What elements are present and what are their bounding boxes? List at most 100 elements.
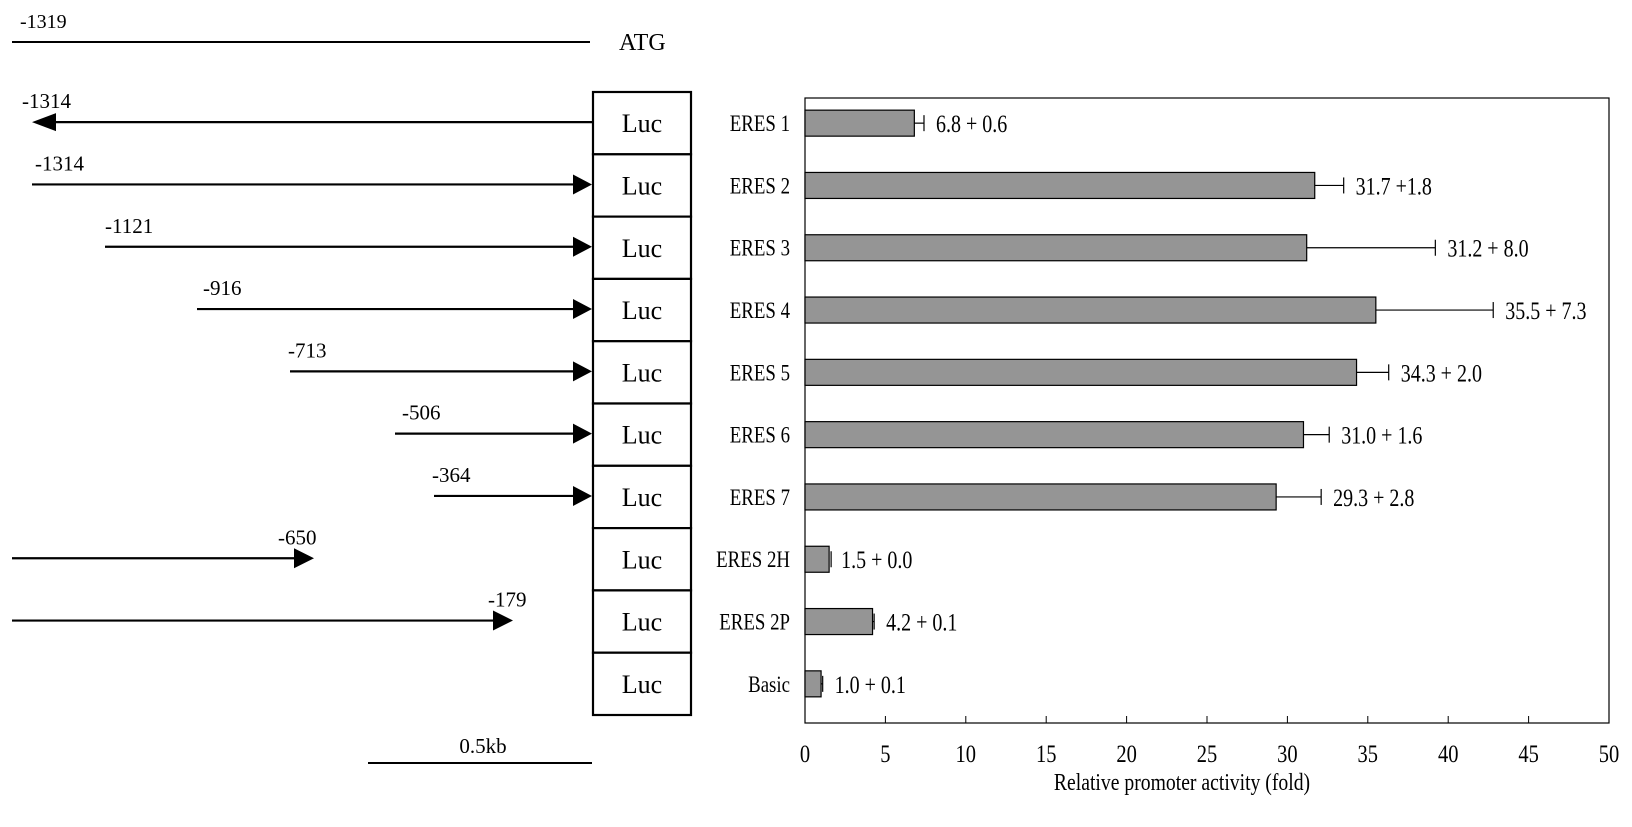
x-tick-label: 35 [1358, 740, 1378, 767]
category-label: ERES 7 [730, 484, 790, 510]
arrowhead-right [573, 299, 592, 320]
luc-label: Luc [622, 421, 662, 450]
arrowhead-right [573, 423, 592, 444]
data-label: 1.5 + 0.0 [841, 546, 912, 574]
x-tick-label: 50 [1599, 740, 1619, 767]
position-label: -1314 [35, 151, 84, 175]
construct-eres-2p: Luc -179 [12, 588, 693, 654]
luc-box [591, 402, 693, 467]
bar-group-eres-2: ERES 2 31.7 +1.8 [730, 171, 1432, 200]
construct-eres-2: Luc -1314 [32, 151, 693, 218]
luc-label: Luc [622, 358, 662, 387]
construct-eres-2h: Luc -650 [12, 525, 693, 592]
construct-eres-3: Luc -1121 [105, 214, 693, 281]
luc-box [591, 464, 693, 530]
x-tick-label: 0 [800, 740, 810, 767]
luc-box [591, 215, 693, 281]
position-label: -650 [278, 525, 317, 549]
bar [804, 670, 822, 698]
luc-label: Luc [622, 608, 662, 637]
bar-group-eres-3: ERES 3 31.2 + 8.0 [730, 234, 1529, 263]
x-axis: 0 5 10 15 20 25 30 35 40 45 50 [800, 716, 1619, 767]
x-tick-label: 25 [1197, 740, 1217, 767]
category-label: ERES 6 [730, 422, 790, 448]
luc-box [591, 340, 693, 405]
x-tick-label: 10 [956, 740, 976, 767]
x-tick-label: 45 [1518, 740, 1538, 767]
bar-group-eres-5: ERES 5 34.3 + 2.0 [730, 358, 1482, 387]
data-label: 34.3 + 2.0 [1401, 359, 1482, 387]
bar [804, 607, 874, 636]
category-label: ERES 3 [730, 235, 790, 261]
luc-box [591, 277, 693, 343]
data-label: 6.8 + 0.6 [936, 110, 1007, 138]
data-label: 31.2 + 8.0 [1447, 235, 1528, 263]
luc-label: Luc [622, 296, 662, 325]
data-label: 29.3 + 2.8 [1333, 484, 1414, 512]
arrowhead-right [294, 548, 314, 569]
bar-series: ERES 1 6.8 + 0.6 ERES 2 31.7 +1.8 ERES 3 31.2… [716, 109, 1586, 699]
bar-group-eres-1: ERES 1 6.8 + 0.6 [730, 109, 1007, 138]
category-label: ERES 2H [716, 546, 790, 572]
scale-bar-label: 0.5kb [459, 734, 506, 758]
data-label: 31.7 +1.8 [1356, 172, 1432, 200]
bar-group-eres-2p: ERES 2P 4.2 + 0.1 [719, 607, 957, 636]
position-label: -1121 [105, 214, 153, 238]
x-tick-label: 5 [880, 740, 890, 767]
x-tick-label: 30 [1277, 740, 1297, 767]
genomic-start-label: -1319 [20, 11, 67, 33]
construct-eres-4: Luc -916 [197, 276, 693, 343]
data-label: 31.0 + 1.6 [1341, 422, 1422, 450]
arrowhead-right [573, 174, 592, 195]
bar [804, 296, 1377, 324]
position-label: -1314 [22, 89, 71, 113]
bar-group-eres-7: ERES 7 29.3 + 2.8 [730, 483, 1414, 512]
construct-eres-6: Luc -506 [395, 401, 693, 467]
bar [804, 545, 830, 573]
position-label: -364 [432, 463, 471, 487]
arrowhead-left [32, 113, 56, 132]
construct-diagram: Luc-1314Luc-1314Luc-1121Luc-916Luc-713Lu… [12, 89, 693, 717]
atg-label: ATG [619, 30, 666, 56]
data-label: 35.5 + 7.3 [1505, 297, 1586, 325]
luc-label: Luc [622, 545, 662, 574]
arrowhead-right [493, 610, 513, 631]
luc-label: Luc [622, 234, 662, 263]
bar [804, 358, 1358, 386]
bar-group-eres-6: ERES 6 31.0 + 1.6 [730, 421, 1422, 450]
position-label: -506 [402, 401, 441, 425]
category-label: ERES 5 [730, 360, 790, 386]
luc-box [591, 589, 693, 654]
bar [804, 234, 1308, 262]
category-label: ERES 1 [730, 110, 790, 136]
luc-box [591, 651, 693, 717]
luc-label: Luc [622, 171, 662, 200]
luc-label: Luc [622, 483, 662, 512]
category-label: ERES 4 [730, 297, 791, 323]
arrowhead-right [573, 236, 592, 257]
luc-box [591, 526, 693, 592]
bar-group-eres-2h: ERES 2H 1.5 + 0.0 [716, 545, 912, 574]
bar [804, 483, 1277, 511]
category-label: Basic [748, 671, 790, 697]
x-tick-label: 15 [1036, 740, 1056, 767]
construct-eres-7: Luc -364 [432, 463, 693, 530]
luc-label: Luc [622, 670, 662, 699]
data-label: 1.0 + 0.1 [835, 671, 906, 699]
bar [804, 109, 915, 137]
position-label: -713 [288, 338, 327, 362]
position-label: -916 [203, 276, 242, 300]
bar [804, 421, 1305, 449]
data-label: 4.2 + 0.1 [886, 608, 957, 636]
position-label: -179 [488, 588, 527, 612]
arrowhead-right [573, 485, 592, 506]
x-axis-label: Relative promoter activity (fold) [1054, 768, 1310, 795]
luc-label: Luc [622, 109, 662, 138]
construct-eres-1: Luc -1314 [22, 89, 693, 156]
construct-eres-5: Luc -713 [288, 338, 693, 405]
category-label: ERES 2P [719, 609, 790, 635]
bar [804, 171, 1316, 200]
construct-basic: Luc [591, 651, 693, 717]
category-label: ERES 2 [730, 173, 790, 199]
x-tick-label: 40 [1438, 740, 1458, 767]
